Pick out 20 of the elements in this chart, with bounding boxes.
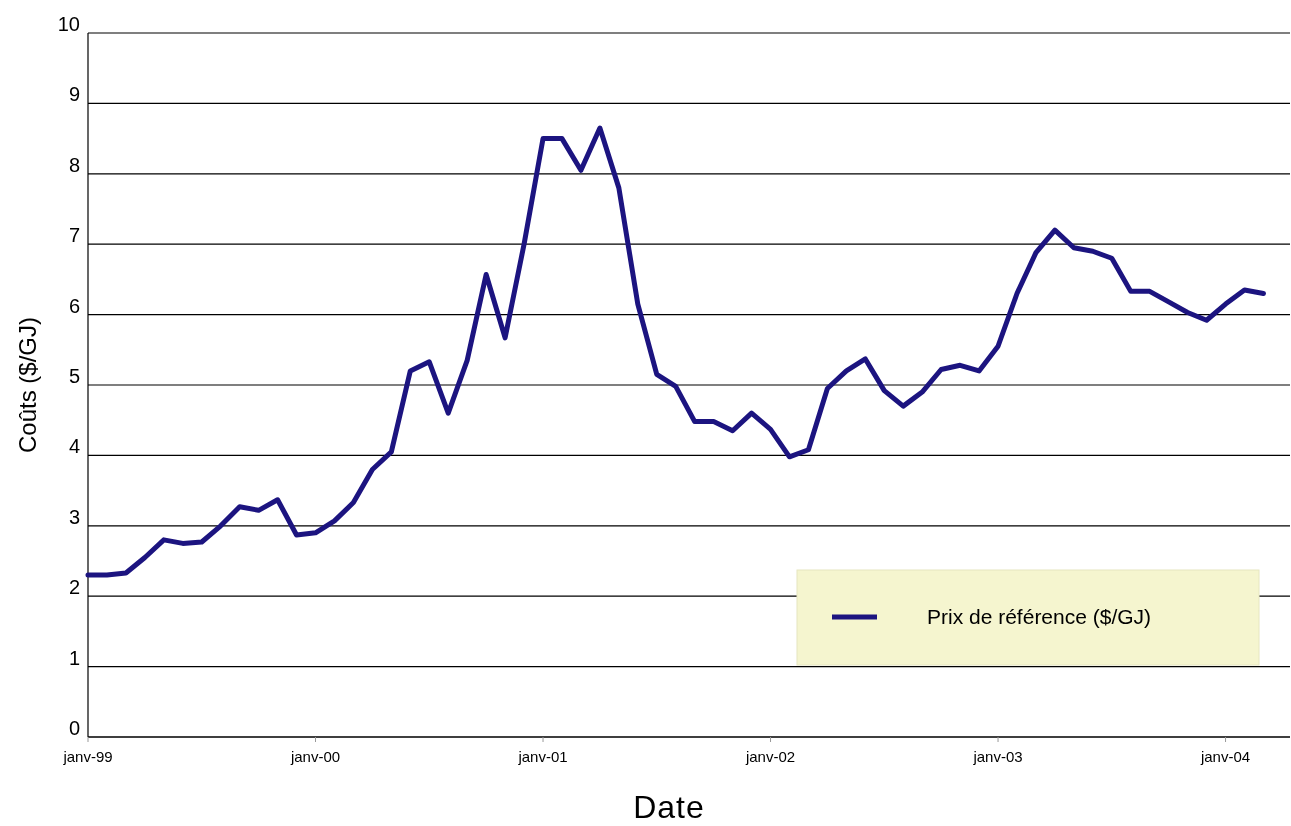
- y-axis-title: Coûts ($/GJ): [14, 316, 41, 454]
- y-tick-label: 6: [68, 294, 80, 317]
- y-tick-label: 5: [68, 365, 80, 387]
- y-tick-label: 7: [68, 224, 80, 247]
- y-tick-label: 10: [57, 13, 80, 35]
- x-tick-label: janv-03: [972, 748, 1023, 765]
- y-tick-label: 4: [68, 435, 80, 458]
- legend-label: Prix de référence ($/GJ): [927, 605, 1152, 629]
- y-tick-label: 8: [68, 153, 80, 176]
- y-tick-label: 2: [68, 576, 80, 599]
- x-tick-label: janv-99: [62, 748, 113, 765]
- y-tick-label: 9: [68, 83, 80, 106]
- x-tick-label: janv-02: [744, 748, 796, 765]
- y-tick-label: 0: [68, 717, 80, 739]
- x-tick-label: janv-01: [517, 748, 568, 765]
- y-tick-label: 3: [68, 505, 80, 528]
- x-tick-label: janv-04: [1199, 748, 1251, 765]
- x-tick-label: janv-00: [289, 748, 341, 765]
- x-axis-title: Date: [633, 789, 705, 825]
- y-tick-label: 1: [68, 646, 80, 669]
